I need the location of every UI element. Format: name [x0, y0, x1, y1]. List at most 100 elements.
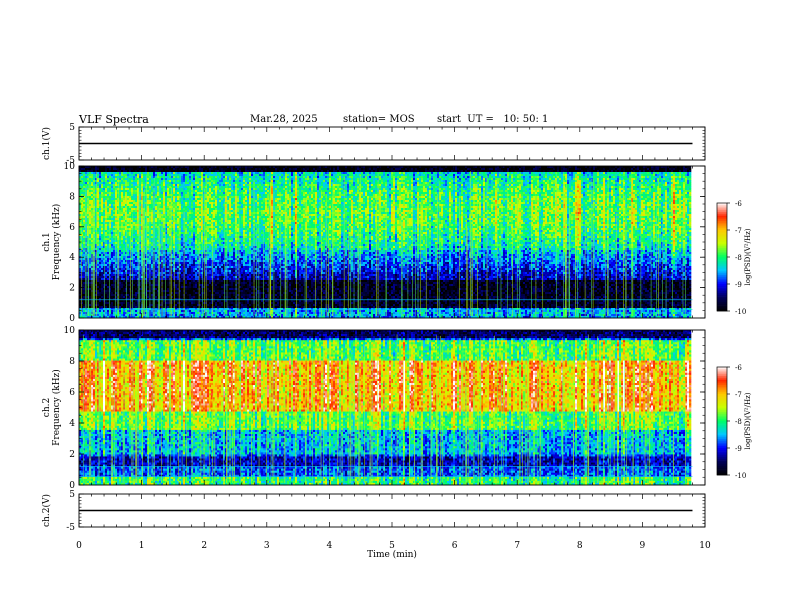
spectrogram-cell	[661, 168, 663, 170]
spectrogram-cell	[407, 168, 409, 170]
spectrogram-cell	[277, 168, 279, 170]
spectrogram-cell	[673, 168, 675, 170]
spectrogram-cell	[511, 168, 513, 170]
spectrogram-cell	[257, 168, 259, 170]
spectrogram-cell	[217, 168, 219, 170]
spectrogram-cell	[105, 170, 107, 172]
spectrogram-cell	[371, 170, 373, 172]
spectrogram-cell	[571, 168, 573, 170]
spectrogram-cell	[601, 168, 603, 170]
spectrogram-cell	[85, 168, 87, 170]
spectrogram-cell	[147, 168, 149, 170]
spectrogram-cell	[173, 168, 175, 170]
spectrogram-cell	[259, 168, 261, 170]
spectrogram-cell	[485, 168, 487, 170]
spectrogram-cell	[269, 170, 271, 172]
spectrogram-cell	[343, 168, 345, 170]
spectrogram-cell	[259, 170, 261, 172]
spectrogram-cell	[551, 168, 553, 170]
spectrogram-cell	[643, 168, 645, 170]
spectrogram-cell	[463, 168, 465, 170]
spectrogram-cell	[221, 170, 223, 172]
spectrogram-cell	[339, 170, 341, 172]
spectrogram-cell	[221, 168, 223, 170]
spectrogram-cell	[243, 170, 245, 172]
spectrogram-cell	[107, 168, 109, 170]
spectrogram-cell	[197, 168, 199, 170]
spectrogram-cell	[285, 168, 287, 170]
spectrogram-cell	[261, 168, 263, 170]
spectrogram-cell	[229, 170, 231, 172]
spectrogram-cell	[663, 168, 665, 170]
spectrogram-cell	[249, 170, 251, 172]
spectrogram-cell	[451, 168, 453, 170]
spectrogram-cell	[489, 168, 491, 170]
spectrogram-cell	[247, 168, 249, 170]
spectrogram-cell	[149, 170, 151, 172]
spectrogram-cell	[337, 170, 339, 172]
spectrogram-cell	[581, 168, 583, 170]
spectrogram-cell	[539, 168, 541, 170]
spectrogram-cell	[235, 170, 237, 172]
spectrogram-cell	[241, 170, 243, 172]
spectrogram-cell	[137, 170, 139, 172]
spectrogram-cell	[401, 168, 403, 170]
spectrogram-cell	[615, 168, 617, 170]
spectrogram-cell	[117, 170, 119, 172]
spectrogram-cell	[545, 168, 547, 170]
spectrogram-cell	[135, 168, 137, 170]
spectrogram-cell	[163, 170, 165, 172]
spectrogram-cell	[669, 168, 671, 170]
spectrogram-cell	[115, 170, 117, 172]
spectrogram-cell	[143, 168, 145, 170]
spectrogram-cell	[137, 168, 139, 170]
spectrogram-cell	[687, 168, 689, 170]
spectrogram-cell	[307, 170, 309, 172]
spectrogram-cell	[631, 168, 633, 170]
spectrogram-cell	[659, 168, 661, 170]
spectrogram-cell	[393, 168, 395, 170]
spectrogram-cell	[183, 168, 185, 170]
spectrogram-cell	[599, 168, 601, 170]
spectrogram-cell	[497, 168, 499, 170]
spectrogram-cell	[139, 170, 141, 172]
spectrogram-cell	[593, 168, 595, 170]
spectrogram-cell	[115, 168, 117, 170]
spectrogram-cell	[205, 168, 207, 170]
spectrogram-cell	[195, 170, 197, 172]
spectrogram-cell	[319, 168, 321, 170]
spectrogram-cell	[249, 168, 251, 170]
spectrogram-cell	[299, 170, 301, 172]
spectrogram-cell	[225, 170, 227, 172]
spectrogram-cell	[157, 170, 159, 172]
spectrogram-cell	[109, 170, 111, 172]
spectrogram-cell	[405, 168, 407, 170]
spectrogram-cell	[455, 168, 457, 170]
spectrogram-cell	[305, 170, 307, 172]
spectrogram-cell	[605, 168, 607, 170]
spectrogram-cell	[569, 168, 571, 170]
vlf-figure: 5-5ch.1(V) 0246810ch.1 Frequency (kHz) 02…	[0, 0, 792, 612]
spectrogram-cell	[123, 170, 125, 172]
spectrogram-cell	[487, 168, 489, 170]
spectrogram-cell	[287, 170, 289, 172]
spectrogram-cell	[181, 170, 183, 172]
spectrogram-cell	[525, 168, 527, 170]
spectrogram-cell	[377, 168, 379, 170]
spectrogram-cell	[577, 168, 579, 170]
spectrogram-cell	[425, 168, 427, 170]
spectrogram-cell	[195, 168, 197, 170]
spectrogram-cell	[97, 168, 99, 170]
spectrogram-cell	[623, 168, 625, 170]
spectrogram-cell	[133, 168, 135, 170]
spectrogram-cell	[337, 168, 339, 170]
spectrogram-cell	[189, 168, 191, 170]
spectrogram-cell	[381, 168, 383, 170]
spectrogram-cell	[587, 168, 589, 170]
spectrogram-cell	[469, 168, 471, 170]
spectrogram-cell	[381, 170, 383, 172]
spectrogram-cell	[377, 170, 379, 172]
spectrogram-cell	[409, 168, 411, 170]
spectrogram-cell	[385, 168, 387, 170]
spectrogram-cell	[433, 168, 435, 170]
